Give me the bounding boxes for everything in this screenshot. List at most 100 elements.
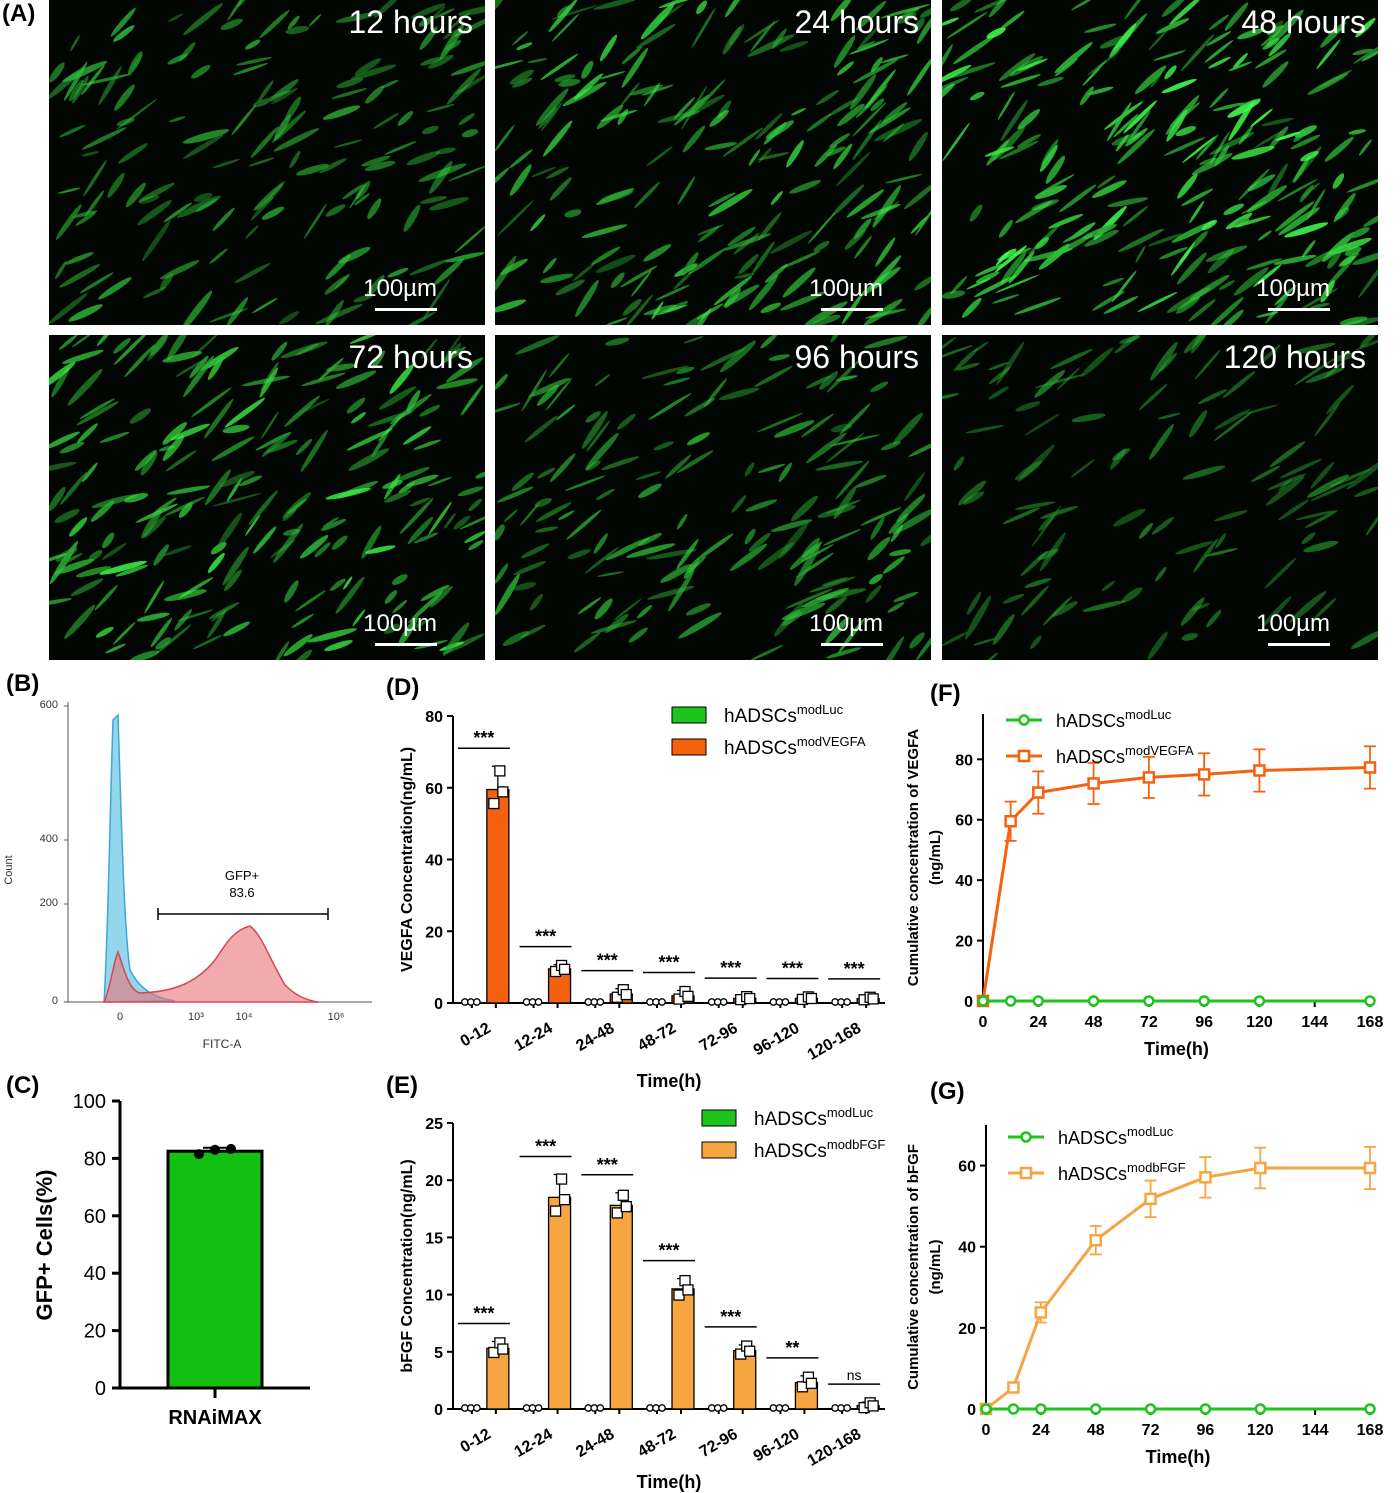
x-tick-label: 144 <box>1301 1014 1328 1031</box>
fluorescent-cell <box>1062 228 1091 243</box>
fluorescent-cell <box>138 195 160 204</box>
data-point <box>682 1284 694 1296</box>
fluorescent-cell <box>829 133 850 148</box>
fluorescent-cell <box>821 577 848 586</box>
fluorescent-cell <box>781 611 803 626</box>
fluorescent-cell <box>384 141 417 155</box>
fluorescent-cell <box>830 335 842 343</box>
fluorescent-cell <box>778 462 792 482</box>
fluorescent-cell <box>420 196 447 204</box>
fluorescent-cell <box>806 113 832 132</box>
fluorescent-cell <box>207 610 226 639</box>
fluorescent-cell <box>942 122 970 162</box>
fluorescent-cell <box>49 598 72 607</box>
fluorescent-cell <box>1048 213 1084 229</box>
fluorescent-cell <box>786 140 804 168</box>
fluorescent-cell <box>1289 591 1327 623</box>
fluorescent-cell <box>1157 412 1181 420</box>
fluorescent-cell <box>1353 42 1378 64</box>
fluorescent-cell <box>653 441 674 451</box>
fluorescent-cell <box>1293 131 1307 142</box>
fluorescent-cell <box>1307 474 1350 498</box>
fluorescent-cell <box>696 0 708 15</box>
fluorescent-cell <box>51 367 70 398</box>
fluorescent-cell <box>723 284 760 307</box>
fluorescent-cell <box>60 472 87 505</box>
fluorescent-cell <box>696 533 734 561</box>
y-tick-label: 20 <box>955 934 973 951</box>
legend-marker <box>1018 714 1030 726</box>
fluorescent-cell <box>700 347 746 371</box>
data-point <box>744 992 756 1005</box>
fluorescent-cell <box>757 542 794 570</box>
fluorescent-cell <box>284 580 299 603</box>
fluorescent-cell <box>1214 510 1248 522</box>
fluorescent-cell <box>909 632 925 649</box>
data-point <box>1199 1403 1212 1415</box>
fluorescent-cell <box>643 82 661 107</box>
fluorescent-cell <box>888 513 909 534</box>
data-point <box>1032 995 1045 1007</box>
fluorescent-cell <box>1233 215 1272 228</box>
fluorescent-cell <box>71 335 92 348</box>
fluorescent-cell <box>599 34 618 62</box>
fluorescent-cell <box>455 74 485 95</box>
fluorescent-cell <box>903 181 931 210</box>
fluorescent-cell <box>384 590 398 604</box>
fluorescent-cell <box>614 598 642 621</box>
gfp-bar-chart: 0 20 40 60 80 100 GFP+ Cells(%) RNAiMAX <box>32 1091 310 1429</box>
significance-label: *** <box>782 959 803 979</box>
fluorescent-cell <box>245 225 259 239</box>
fluorescent-cell <box>852 59 899 84</box>
fluorescent-cell <box>986 27 1006 39</box>
fluorescent-cell <box>808 576 856 593</box>
fluorescent-cell <box>1201 219 1218 231</box>
fluorescent-cell <box>346 397 366 414</box>
fluorescent-cell <box>731 495 747 513</box>
fluorescent-cell <box>289 649 313 660</box>
fluorescent-cell <box>308 14 322 27</box>
fluorescent-cell <box>549 177 572 201</box>
fluorescent-cell <box>91 494 138 508</box>
fluorescent-cell <box>124 344 156 378</box>
fluorescent-cell <box>621 46 643 65</box>
fluorescent-cell <box>55 261 67 280</box>
fluorescent-cell <box>495 60 524 72</box>
fluorescent-cell <box>504 509 518 523</box>
x-tick-label: 24 <box>1029 1014 1047 1031</box>
fluorescent-cell <box>115 564 148 577</box>
fluorescent-cell <box>1034 184 1067 200</box>
fluorescent-cell <box>539 273 574 284</box>
fluorescent-cell <box>849 39 889 55</box>
fluorescent-cell <box>49 361 76 389</box>
scale-bar <box>1268 308 1330 311</box>
fluorescent-cell <box>428 501 452 535</box>
fluorescent-cell <box>900 7 920 19</box>
fluorescent-cell <box>869 574 883 585</box>
fluorescent-cell <box>295 438 313 456</box>
panel-label-f: (F) <box>930 680 961 707</box>
data-point <box>620 1200 632 1213</box>
data-point <box>226 1143 236 1154</box>
fluorescent-cell <box>1219 280 1235 290</box>
scale-bar <box>821 643 883 646</box>
data-point <box>620 988 632 1001</box>
y-tick-label: 400 <box>40 833 58 845</box>
y-tick-label: 20 <box>84 1321 106 1343</box>
fluorescent-cell <box>551 13 580 42</box>
fluorescent-cell <box>814 143 838 168</box>
fluorescent-cell <box>745 499 778 512</box>
fluorescent-cell <box>673 94 709 126</box>
x-tick-label: 12-24 <box>512 1020 556 1055</box>
fluorescent-cell <box>697 225 720 243</box>
fluorescent-cell <box>105 643 126 654</box>
fluorescent-cell <box>191 387 232 418</box>
fluorescent-cell <box>535 502 572 522</box>
fluorescent-cell <box>1233 267 1269 296</box>
fluorescent-cell <box>893 591 919 602</box>
fluorescent-cell <box>53 558 95 575</box>
fluorescent-cell <box>495 402 521 415</box>
cell-field <box>942 335 1378 660</box>
fluorescent-cell <box>638 483 662 498</box>
fluorescent-cell <box>1039 532 1066 572</box>
